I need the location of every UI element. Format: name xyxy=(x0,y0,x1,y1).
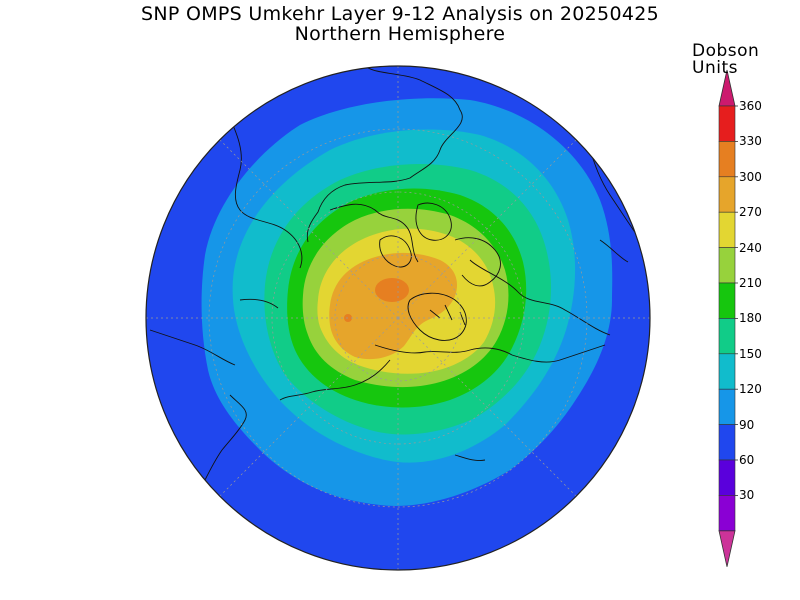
colorbar-segment xyxy=(718,318,736,355)
colorbar-segment xyxy=(718,211,736,248)
colorbar-tick-label: 240 xyxy=(739,240,762,255)
colorbar-segment xyxy=(718,353,736,390)
colorbar-tick-label: 210 xyxy=(739,276,762,290)
colorbar-segment xyxy=(718,105,736,142)
colorbar-tick-label: 30 xyxy=(739,488,755,503)
colorbar-tick-label: 150 xyxy=(739,346,762,361)
colorbar-tick-label: 300 xyxy=(739,169,762,184)
colorbar-segment xyxy=(718,141,736,178)
colorbar-segment xyxy=(718,459,736,496)
contour-330-360-core xyxy=(375,278,409,302)
colorbar-units-line2: Units xyxy=(692,58,738,78)
colorbar-under-triangle xyxy=(718,530,736,567)
colorbar-tick-label: 270 xyxy=(739,205,762,220)
colorbar-segment xyxy=(718,495,736,532)
colorbar-segment xyxy=(718,282,736,319)
graticule xyxy=(146,66,650,570)
colorbar xyxy=(718,69,738,567)
colorbar-tick-label: 360 xyxy=(739,99,762,113)
colorbar-tick-label: 60 xyxy=(739,453,755,467)
colorbar-tick-label: 330 xyxy=(739,134,762,149)
ozone-field xyxy=(146,66,650,570)
colorbar-segment xyxy=(718,388,736,425)
colorbar-segment xyxy=(718,176,736,213)
chart-title: SNP OMPS Umkehr Layer 9-12 Analysis on 2… xyxy=(140,3,659,25)
chart-subtitle: Northern Hemisphere xyxy=(294,23,506,45)
colorbar-segment xyxy=(718,247,736,284)
map-boundary xyxy=(145,65,651,571)
contour-300-330 xyxy=(329,252,458,360)
coastlines xyxy=(149,66,641,481)
colorbar-segment xyxy=(718,424,736,461)
colorbar-tick-label: 120 xyxy=(739,382,762,397)
colorbar-tick-label: 180 xyxy=(739,311,762,326)
colorbar-units-line1: Dobson xyxy=(692,41,760,61)
colorbar-tick-label: 90 xyxy=(739,417,755,432)
